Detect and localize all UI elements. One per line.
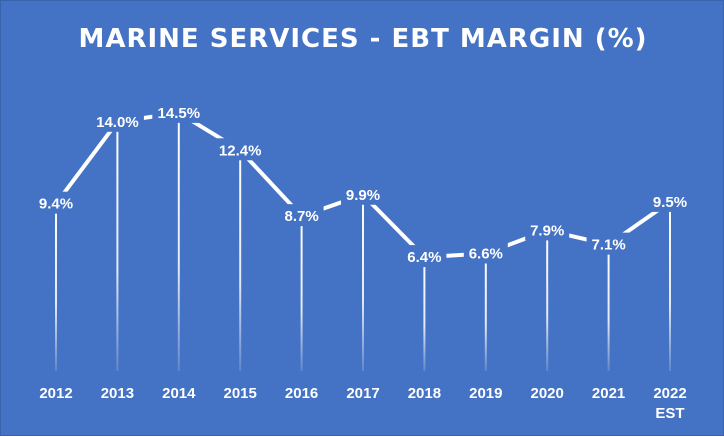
chart-title: MARINE SERVICES - EBT MARGIN (%): [78, 24, 647, 54]
drop-lines: [56, 113, 670, 371]
data-label-5: 9.9%: [346, 187, 380, 204]
x-tick-label-6: 2018: [408, 385, 441, 402]
data-label-3: 12.4%: [219, 142, 262, 159]
data-label-7: 6.6%: [469, 246, 503, 263]
x-tick-label-7: 2019: [469, 385, 502, 402]
data-label-1: 14.0%: [96, 114, 139, 131]
x-tick-label-4: 2016: [285, 385, 318, 402]
x-tick-label-5: 2017: [346, 385, 379, 402]
x-tick-label-3: 2015: [224, 385, 257, 402]
x-tick-label-0: 2012: [39, 385, 72, 402]
x-tick-label-8: 2020: [531, 385, 564, 402]
data-label-0: 9.4%: [39, 196, 73, 213]
x-tick-label-1: 2013: [101, 385, 134, 402]
x-tick-label-9: 2021: [592, 385, 625, 402]
x-tick-label-2: 2014: [162, 385, 196, 402]
data-label-9: 7.1%: [591, 237, 625, 254]
data-label-6: 6.4%: [407, 249, 441, 266]
data-label-4: 8.7%: [284, 208, 318, 225]
x-axis-ticks: 2012 2013 2014 2015 2016 2017 2018 2019 2020 2021…: [39, 385, 686, 422]
data-label-10: 9.5%: [653, 194, 687, 211]
data-label-2: 14.5%: [158, 105, 201, 122]
data-label-8: 7.9%: [530, 222, 564, 239]
